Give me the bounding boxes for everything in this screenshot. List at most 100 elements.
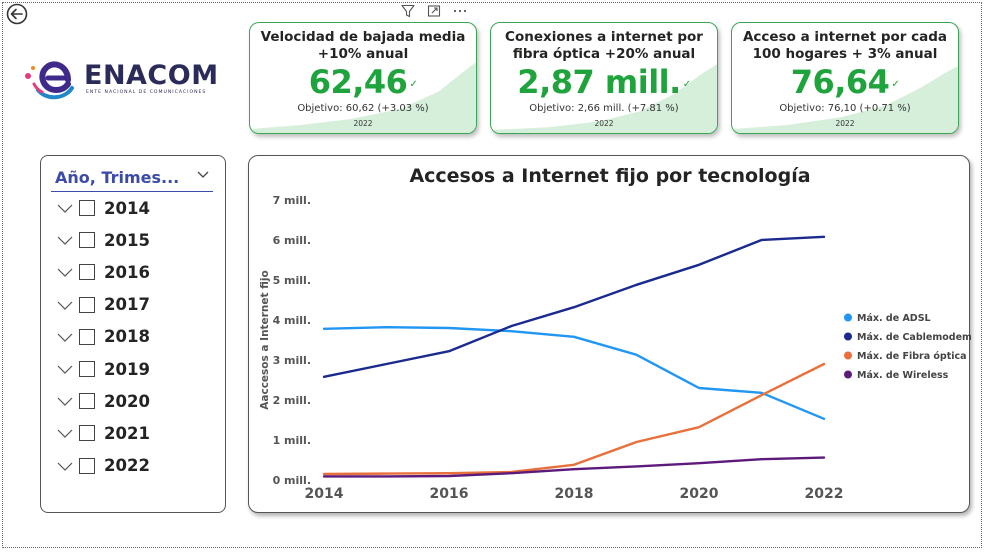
x-tick-label: 2014 bbox=[305, 486, 344, 502]
checkbox[interactable] bbox=[79, 457, 95, 474]
kpi-value: 62,46 ✓ bbox=[308, 63, 418, 101]
x-tick-label: 2018 bbox=[555, 486, 594, 502]
checkbox[interactable] bbox=[79, 328, 95, 345]
chevron-down-icon[interactable] bbox=[57, 425, 73, 441]
checkbox[interactable] bbox=[79, 425, 95, 442]
y-tick-label: 2 mill. bbox=[273, 394, 311, 407]
slicer-item-2019[interactable]: 2019 bbox=[57, 357, 150, 381]
kpi-title: Velocidad de bajada media +10% anual bbox=[260, 29, 466, 62]
slicer-item-2016[interactable]: 2016 bbox=[57, 260, 150, 284]
slicer-item-label: 2018 bbox=[104, 327, 150, 347]
year-slicer: Año, Trimes... 2014 2015 2016 2017 2018 2019 2… bbox=[40, 155, 226, 513]
chevron-down-icon[interactable] bbox=[57, 361, 73, 377]
series-line-0 bbox=[322, 325, 826, 420]
slicer-item-label: 2016 bbox=[104, 262, 150, 282]
chevron-down-icon[interactable] bbox=[57, 200, 73, 216]
kpi-card-acceso[interactable]: Acceso a internet por cada 100 hogares +… bbox=[731, 22, 959, 134]
chevron-down-icon[interactable] bbox=[57, 393, 73, 409]
checkmark-icon: ✓ bbox=[891, 78, 900, 90]
slicer-title: Año, Trimes... bbox=[55, 168, 180, 187]
y-tick-label: 4 mill. bbox=[273, 314, 311, 327]
y-tick-label: 0 mill. bbox=[273, 474, 311, 487]
checkbox[interactable] bbox=[79, 264, 95, 281]
kpi-year: 2022 bbox=[835, 119, 855, 128]
filter-icon[interactable] bbox=[400, 3, 416, 19]
chevron-down-icon[interactable] bbox=[195, 166, 211, 182]
slicer-item-label: 2019 bbox=[104, 359, 150, 379]
kpi-card-velocidad[interactable]: Velocidad de bajada media +10% anual 62,… bbox=[249, 22, 477, 134]
chevron-down-icon[interactable] bbox=[57, 458, 73, 474]
checkbox[interactable] bbox=[79, 296, 95, 313]
y-tick-label: 5 mill. bbox=[273, 274, 311, 287]
slicer-item-label: 2021 bbox=[104, 423, 150, 443]
slicer-item-2015[interactable]: 2015 bbox=[57, 228, 150, 252]
y-tick-label: 3 mill. bbox=[273, 354, 311, 367]
slicer-item-label: 2015 bbox=[104, 230, 150, 250]
slicer-item-2014[interactable]: 2014 bbox=[57, 196, 150, 220]
series-line-2 bbox=[322, 362, 826, 476]
slicer-item-label: 2022 bbox=[104, 456, 150, 476]
line-chart-card[interactable]: Accesos a Internet fijo por tecnología 0 … bbox=[248, 155, 971, 513]
legend-marker bbox=[844, 370, 852, 379]
back-arrow-icon[interactable] bbox=[6, 3, 28, 25]
checkmark-icon: ✓ bbox=[682, 78, 691, 90]
x-tick-label: 2020 bbox=[680, 486, 719, 502]
kpi-year: 2022 bbox=[594, 119, 614, 128]
line-chart: Accesos a Internet fijo por tecnología 0 … bbox=[259, 165, 971, 502]
kpi-trend-area bbox=[250, 62, 476, 133]
more-options-icon[interactable] bbox=[452, 3, 468, 19]
slicer-item-label: 2017 bbox=[104, 295, 150, 315]
y-tick-label: 1 mill. bbox=[273, 434, 311, 447]
kpi-trend-area bbox=[732, 66, 958, 133]
chevron-down-icon[interactable] bbox=[57, 329, 73, 345]
x-tick-label: 2022 bbox=[805, 486, 844, 502]
checkbox[interactable] bbox=[79, 200, 95, 216]
focus-mode-icon[interactable] bbox=[426, 3, 442, 19]
kpi-year: 2022 bbox=[353, 119, 373, 128]
slicer-title-underline bbox=[51, 191, 213, 192]
kpi-goal: Objetivo: 60,62 (+3.03 %) bbox=[297, 103, 429, 114]
chevron-down-icon[interactable] bbox=[57, 232, 73, 248]
kpi-goal: Objetivo: 76,10 (+0.71 %) bbox=[779, 103, 911, 114]
chevron-down-icon[interactable] bbox=[57, 297, 73, 313]
kpi-goal: Objetivo: 2,66 mill. (+7.81 %) bbox=[529, 103, 679, 114]
checkbox[interactable] bbox=[79, 393, 95, 410]
legend-label: Máx. de Wireless bbox=[857, 370, 949, 381]
y-tick-label: 7 mill. bbox=[273, 194, 311, 207]
slicer-item-2017[interactable]: 2017 bbox=[57, 293, 150, 317]
slicer-item-2020[interactable]: 2020 bbox=[57, 389, 150, 413]
kpi-title: Acceso a internet por cada 100 hogares +… bbox=[742, 29, 948, 62]
legend-marker bbox=[844, 351, 852, 360]
series-line-1 bbox=[322, 235, 826, 379]
slicer-item-label: 2014 bbox=[104, 198, 150, 218]
slicer-item-2021[interactable]: 2021 bbox=[57, 421, 150, 445]
y-axis-label: Aaccesos a Internet fijo bbox=[259, 270, 271, 409]
enacom-logo: ENACOM ENTE NACIONAL DE COMUNICACIONES bbox=[24, 54, 234, 104]
kpi-value: 2,87 mill. ✓ bbox=[517, 63, 691, 101]
kpi-title: Conexiones a internet por fibra óptica +… bbox=[505, 29, 703, 62]
series-line-3 bbox=[322, 456, 826, 478]
enacom-logo-mark-icon bbox=[25, 61, 74, 100]
x-tick-label: 2016 bbox=[430, 486, 469, 502]
legend-marker bbox=[844, 313, 852, 322]
legend-marker bbox=[844, 332, 852, 341]
kpi-value: 76,64 ✓ bbox=[790, 63, 900, 101]
chevron-down-icon[interactable] bbox=[57, 264, 73, 280]
y-tick-label: 6 mill. bbox=[273, 234, 311, 247]
slicer-item-label: 2020 bbox=[104, 391, 150, 411]
checkmark-icon: ✓ bbox=[409, 78, 418, 90]
checkbox[interactable] bbox=[79, 361, 95, 377]
kpi-card-fibra[interactable]: Conexiones a internet por fibra óptica +… bbox=[490, 22, 718, 134]
slicer-item-2022[interactable]: 2022 bbox=[57, 454, 150, 478]
kpi-trend-area bbox=[491, 64, 717, 133]
chart-title: Accesos a Internet fijo por tecnología bbox=[409, 165, 810, 187]
logo-subtitle: ENTE NACIONAL DE COMUNICACIONES bbox=[86, 90, 207, 95]
logo-wordmark: ENACOM bbox=[84, 60, 219, 91]
slicer-item-2018[interactable]: 2018 bbox=[57, 325, 150, 349]
legend-label: Máx. de ADSL bbox=[857, 313, 931, 324]
visual-header-toolbar bbox=[400, 3, 468, 19]
checkbox[interactable] bbox=[79, 232, 95, 249]
legend-label: Máx. de Cablemodem bbox=[857, 332, 971, 343]
legend-label: Máx. de Fibra óptica bbox=[857, 351, 967, 362]
